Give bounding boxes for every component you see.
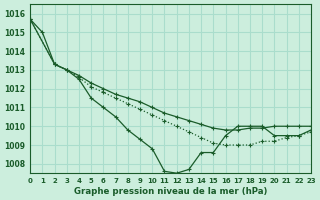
X-axis label: Graphe pression niveau de la mer (hPa): Graphe pression niveau de la mer (hPa) <box>74 187 267 196</box>
